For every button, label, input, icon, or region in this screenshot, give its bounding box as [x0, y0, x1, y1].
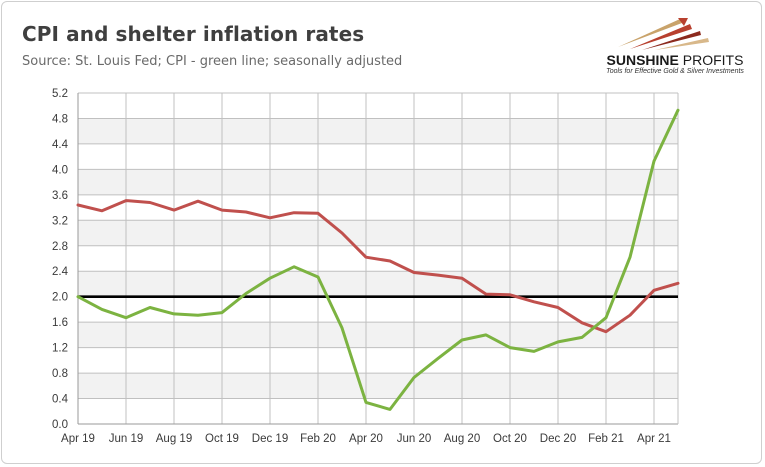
logo-sun-rays-icon: [618, 18, 709, 50]
x-tick-label: Oct 19: [205, 433, 239, 445]
gridlines: [77, 92, 679, 425]
y-tick-label: 4.0: [52, 164, 68, 176]
plot-band: [78, 296, 678, 323]
chart-title: CPI and shelter inflation rates: [22, 22, 365, 46]
logo-ray-2: [630, 24, 692, 49]
logo-ray-1: [618, 19, 682, 47]
y-tick-label: 2.4: [52, 266, 69, 278]
y-tick-label: 1.2: [52, 343, 68, 355]
series-line-shelter: [76, 199, 680, 334]
plot-band: [78, 322, 678, 348]
plot-band: [78, 398, 678, 424]
y-tick-label: 0.4: [52, 394, 69, 406]
logo-sun-tip: [678, 18, 688, 26]
x-tick-label: Apr 19: [61, 433, 95, 445]
y-tick-label: 0.8: [52, 368, 68, 380]
plot-band: [78, 271, 678, 297]
y-axis-ticks: 0.0 0.4 0.8 1.2 1.6 2.0 2.4 2.8 3.2 3.6 4.0 4.4 4.8 5…: [52, 88, 69, 431]
logo-ray-4: [655, 38, 709, 50]
y-tick-label: 0.0: [52, 419, 68, 431]
y-tick-label: 3.6: [52, 190, 68, 202]
logo-name-regular: PROFITS: [682, 52, 744, 68]
x-tick-label: Aug 20: [444, 433, 480, 445]
logo-tagline: Tools for Effective Gold & Silver Invest…: [606, 68, 744, 75]
logo-ray-3: [642, 31, 701, 50]
x-tick-label: Apr 21: [637, 433, 671, 445]
x-tick-label: Feb 21: [588, 433, 624, 445]
x-tick-label: Oct 20: [493, 433, 527, 445]
y-tick-label: 3.2: [52, 215, 68, 227]
y-tick-label: 2.0: [52, 292, 68, 304]
x-tick-label: Dec 19: [252, 433, 288, 445]
plot-bands: [78, 93, 678, 424]
plot-band: [78, 143, 678, 170]
y-tick-label: 2.8: [52, 241, 68, 253]
plot-band: [78, 220, 678, 246]
series-line-cpi: [76, 108, 680, 411]
x-axis-ticks: Apr 19 Jun 19 Aug 19 Oct 19 Dec 19 Feb 20 Apr …: [61, 433, 671, 445]
x-tick-label: Jun 19: [109, 433, 144, 445]
plot-band: [78, 93, 678, 119]
plot-band: [78, 347, 678, 374]
x-tick-label: Feb 20: [300, 433, 336, 445]
y-tick-label: 4.8: [52, 113, 68, 125]
logo-name: SUNSHINE PROFITS: [600, 52, 750, 68]
series-group: [76, 108, 680, 411]
y-tick-label: 5.2: [52, 88, 68, 100]
plot-band: [78, 118, 678, 144]
x-tick-label: Jun 20: [397, 433, 432, 445]
chart-subtitle: Source: St. Louis Fed; CPI - green line;…: [22, 54, 403, 69]
logo-name-bold: SUNSHINE: [606, 52, 679, 68]
sunshine-profits-logo: SUNSHINE PROFITS Tools for Effective Gol…: [600, 14, 750, 76]
y-tick-label: 1.6: [52, 317, 68, 329]
x-tick-label: Aug 19: [156, 433, 192, 445]
plot-band: [78, 169, 678, 195]
y-tick-label: 4.4: [52, 139, 69, 151]
x-tick-label: Dec 20: [540, 433, 576, 445]
plot-band: [78, 373, 678, 399]
x-tick-label: Apr 20: [349, 433, 383, 445]
